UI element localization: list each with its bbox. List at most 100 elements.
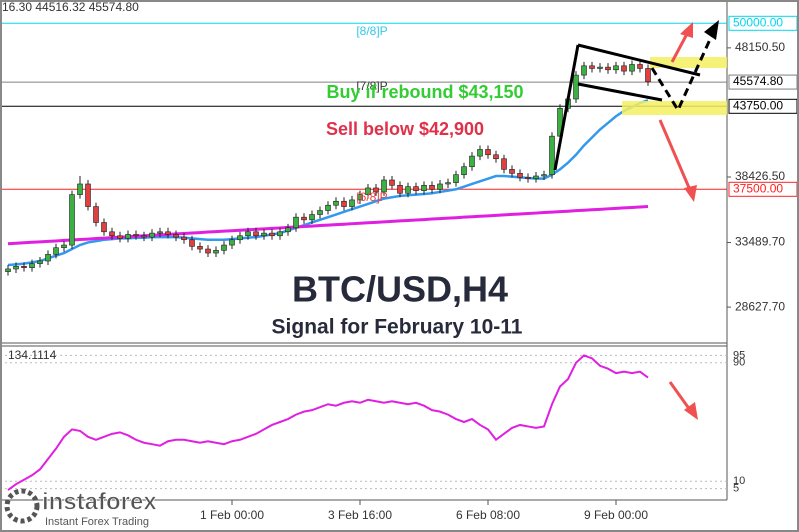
level-note: [7/8]P xyxy=(356,79,387,93)
candle-body xyxy=(277,231,283,237)
y-tick-label: 28627.70 xyxy=(735,299,785,313)
y-tick-label: 38426.50 xyxy=(735,169,785,183)
y-tick-label: 48150.50 xyxy=(735,40,785,54)
candle-body xyxy=(69,194,75,246)
candle-body xyxy=(157,231,163,234)
candle-body xyxy=(261,232,267,237)
candle-body xyxy=(317,210,323,215)
highlight-zone xyxy=(650,57,727,68)
y-tick-label: 90 xyxy=(733,357,745,369)
candle-body xyxy=(517,173,523,178)
level-label: 43750.00 xyxy=(733,98,783,112)
flag-line xyxy=(577,43,701,77)
candle-body xyxy=(333,200,339,206)
candle-body xyxy=(573,74,579,100)
candle-body xyxy=(613,65,619,71)
y-tick-label: 95 xyxy=(733,349,745,361)
candle-body xyxy=(101,222,107,233)
candle-body xyxy=(213,250,219,254)
candle-body xyxy=(237,235,243,241)
red-arrows xyxy=(658,31,692,411)
chart-title: BTC/USD,H4 xyxy=(292,269,508,310)
ohlc-readout: 16.30 44516.32 45574.80 xyxy=(2,0,139,14)
candle-body xyxy=(421,185,427,191)
highlight-zone xyxy=(622,101,727,115)
candle-body xyxy=(117,235,123,239)
candle-body xyxy=(621,65,627,72)
candle-body xyxy=(37,260,43,264)
candle-body xyxy=(133,234,139,237)
candle-body xyxy=(205,248,211,254)
candle-body xyxy=(269,232,275,237)
candle-body xyxy=(509,169,515,174)
candle-body xyxy=(109,231,115,237)
candle-body xyxy=(285,227,291,233)
arrow-head xyxy=(704,20,719,40)
arrow xyxy=(670,31,690,63)
y-tick-label: 5 xyxy=(733,483,739,495)
candle-body xyxy=(349,199,355,207)
candle-body xyxy=(493,154,499,160)
candle-body xyxy=(181,236,187,241)
candle-body xyxy=(229,239,235,246)
candle-body xyxy=(533,175,539,179)
chart-subtitle: Signal for February 10-11 xyxy=(272,316,523,339)
candle-body xyxy=(501,158,507,170)
candle-body xyxy=(469,155,475,168)
y-tick-label: 33489.70 xyxy=(735,235,785,249)
candle-body xyxy=(29,263,35,268)
candle-body xyxy=(389,179,395,186)
candle-body xyxy=(453,174,459,183)
candle-body xyxy=(405,186,411,194)
candle-body xyxy=(253,231,259,237)
candle-body xyxy=(245,231,251,237)
candle-body xyxy=(61,244,67,249)
level-label: 45574.80 xyxy=(733,74,783,88)
candle-body xyxy=(125,234,131,239)
candle-body xyxy=(597,66,603,69)
candle-body xyxy=(165,231,171,235)
arrow xyxy=(658,119,692,191)
candle-body xyxy=(629,64,635,72)
candle-body xyxy=(93,206,99,223)
candle-body xyxy=(365,187,371,195)
candle-body xyxy=(605,66,611,71)
candle-body xyxy=(77,183,83,195)
candle-body xyxy=(149,232,155,238)
arrow xyxy=(668,381,692,411)
candle-body xyxy=(397,185,403,194)
projection-arrow xyxy=(650,34,714,114)
logo-icon xyxy=(4,488,40,524)
candle-body xyxy=(341,200,347,207)
sell-note: Sell below $42,900 xyxy=(326,119,484,139)
candle-body xyxy=(549,135,555,175)
level-label: 37500.00 xyxy=(733,181,783,195)
candle-body xyxy=(373,187,379,193)
candle-body xyxy=(541,174,547,177)
logo-brand: instaforex xyxy=(42,488,157,515)
candle-body xyxy=(21,266,27,268)
candle-body xyxy=(437,183,443,190)
level-note: [6/8]P xyxy=(356,190,387,204)
candle-body xyxy=(645,68,651,83)
candle-body xyxy=(309,214,315,221)
level-label: 50000.00 xyxy=(733,15,783,29)
candle-body xyxy=(461,166,467,175)
candle-body xyxy=(445,182,451,185)
candle-body xyxy=(173,234,179,238)
flag-line xyxy=(577,82,663,102)
candle-body xyxy=(589,65,595,69)
x-tick-label: 1 Feb 00:00 xyxy=(200,508,264,522)
x-tick-label: 9 Feb 00:00 xyxy=(584,508,648,522)
candle-body xyxy=(13,266,19,270)
candle-body xyxy=(221,244,227,251)
candle-body xyxy=(381,179,387,193)
candle-body xyxy=(85,183,91,207)
arrow-head xyxy=(680,22,693,38)
logo: instaforex Instant Forex Trading xyxy=(4,488,158,528)
candle-body xyxy=(485,149,491,156)
candle-body xyxy=(197,246,203,250)
